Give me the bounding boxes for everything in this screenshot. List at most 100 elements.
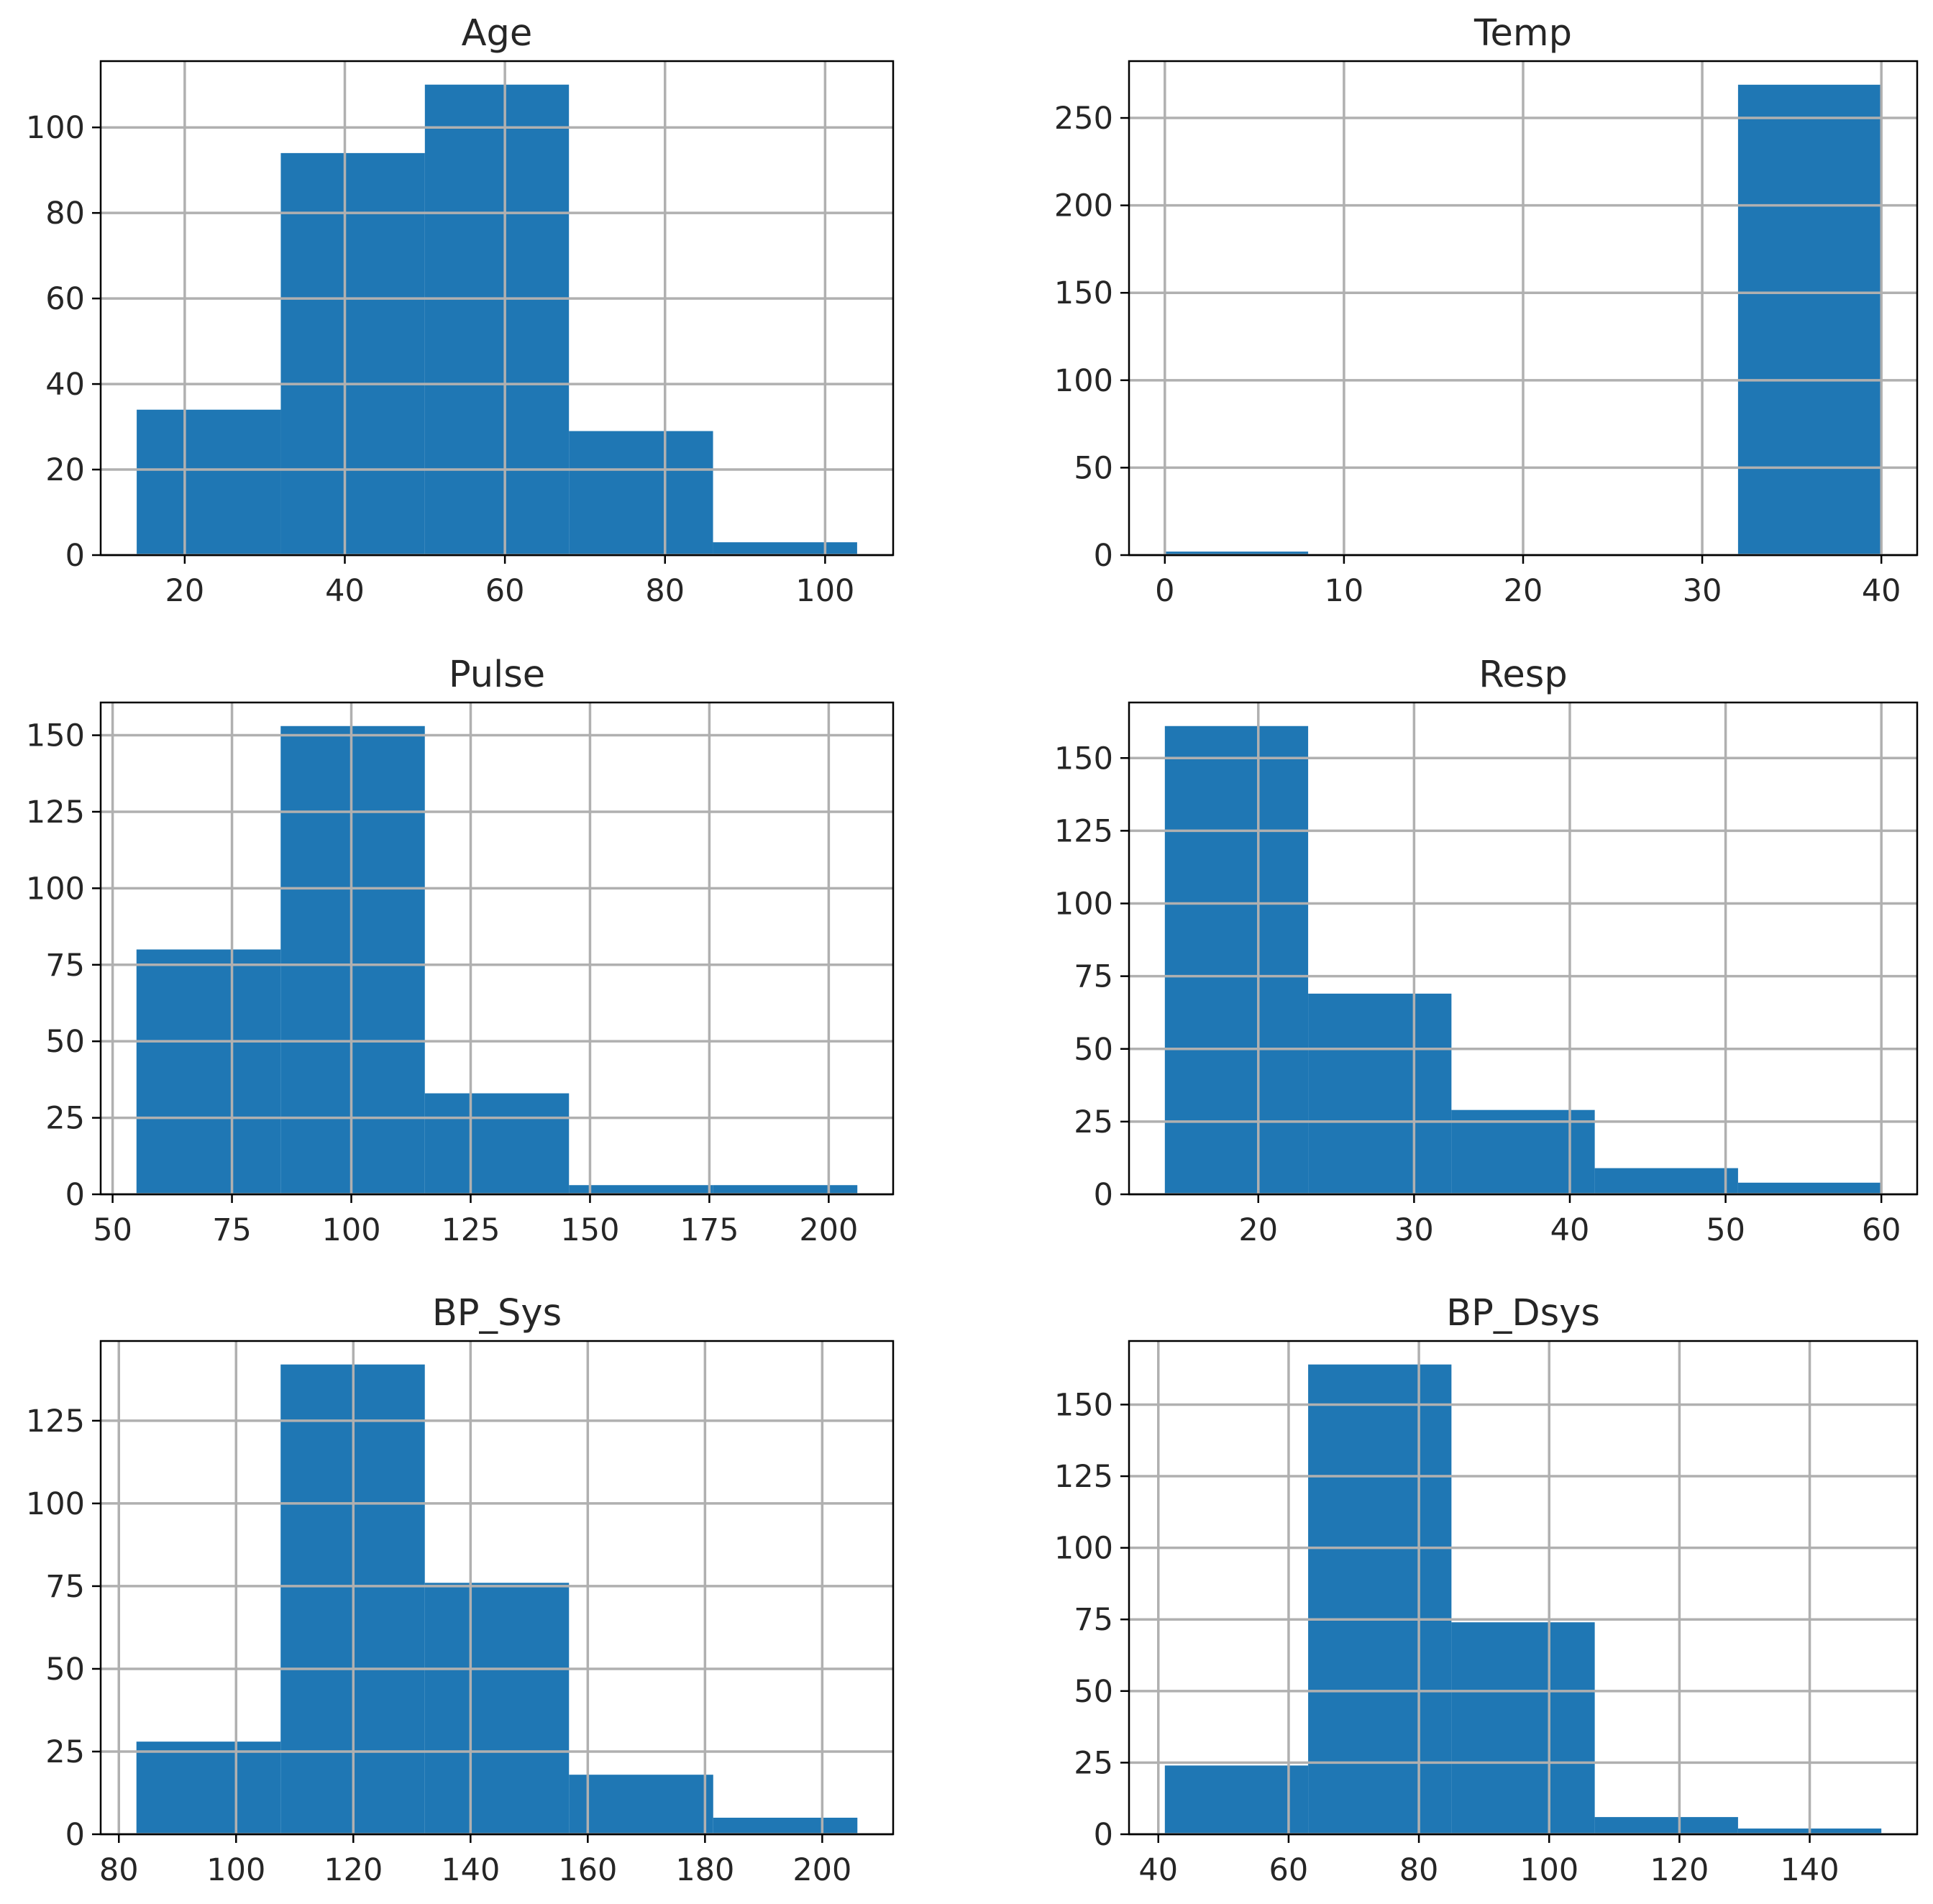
pulse-y-tick-label: 150 xyxy=(26,718,85,754)
resp-x-tick-label: 20 xyxy=(1238,1212,1278,1248)
pulse-x-tick-label: 50 xyxy=(93,1212,132,1248)
bp-sys-x-tick-label: 160 xyxy=(558,1852,617,1888)
subplot-bp-dsys: 40 60 80 100 120 140 0 25 50 75 100 125 150 BP_Dsys xyxy=(1054,1292,1919,1888)
age-x-tick-label: 60 xyxy=(485,573,525,609)
age-x-tick-label: 20 xyxy=(165,573,205,609)
age-bar-2 xyxy=(424,84,570,555)
bp-dsys-axes-frame xyxy=(1128,1340,1919,1836)
age-y-tick-label: 40 xyxy=(45,367,85,403)
temp-x-tick-label: 20 xyxy=(1504,573,1543,609)
age-bar-3 xyxy=(569,431,713,555)
temp-bar-0 xyxy=(1164,551,1309,555)
pulse-axes-frame xyxy=(99,701,895,1196)
age-title: Age xyxy=(462,12,533,55)
temp-y-tick-label: 200 xyxy=(1054,188,1113,224)
bp-dsys-y-tick-label: 0 xyxy=(1094,1817,1113,1853)
bp-sys-y-tick-label: 125 xyxy=(26,1404,85,1440)
pulse-bar-1 xyxy=(280,726,425,1194)
bp-dsys-title: BP_Dsys xyxy=(1446,1292,1600,1335)
resp-bar-3 xyxy=(1594,1168,1738,1194)
age-y-tick-label: 80 xyxy=(45,196,85,232)
bp-sys-x-tick-label: 200 xyxy=(792,1852,851,1888)
temp-y-tick-label: 150 xyxy=(1054,275,1113,311)
bp-sys-bar-3 xyxy=(569,1775,713,1834)
pulse-bar-3 xyxy=(569,1185,713,1194)
bp-dsys-y-tick-label: 100 xyxy=(1054,1531,1113,1567)
bp-dsys-bar-3 xyxy=(1594,1817,1738,1834)
resp-y-tick-label: 125 xyxy=(1054,813,1113,849)
resp-title: Resp xyxy=(1479,654,1567,696)
bp-dsys-bar-0 xyxy=(1164,1765,1309,1834)
pulse-x-tick-label: 175 xyxy=(680,1212,739,1248)
age-bar-1 xyxy=(280,152,425,555)
bp-sys-y-tick-label: 25 xyxy=(45,1734,85,1770)
temp-y-tick-label: 50 xyxy=(1074,450,1113,486)
bp-sys-y-tick-label: 100 xyxy=(26,1486,85,1522)
resp-x-tick-label: 50 xyxy=(1706,1212,1745,1248)
bp-dsys-y-tick-label: 150 xyxy=(1054,1387,1113,1423)
bp-dsys-bar-1 xyxy=(1308,1364,1452,1834)
age-y-tick-label: 100 xyxy=(26,110,85,146)
bp-dsys-bar-2 xyxy=(1451,1622,1595,1834)
resp-y-tick-label: 50 xyxy=(1074,1032,1113,1068)
subplot-bp-sys: 80 100 120 140 160 180 200 0 25 50 75 100 125 BP_Sys xyxy=(26,1292,895,1888)
pulse-x-tick-label: 100 xyxy=(321,1212,380,1248)
resp-x-tick-label: 60 xyxy=(1862,1212,1901,1248)
temp-x-tick-label: 40 xyxy=(1862,573,1901,609)
resp-bar-4 xyxy=(1737,1182,1882,1194)
temp-y-tick-label: 100 xyxy=(1054,363,1113,399)
pulse-title: Pulse xyxy=(449,654,545,696)
resp-y-tick-label: 100 xyxy=(1054,887,1113,923)
pulse-x-tick-label: 200 xyxy=(799,1212,858,1248)
resp-y-tick-label: 25 xyxy=(1074,1104,1113,1140)
bp-dsys-y-tick-label: 50 xyxy=(1074,1674,1113,1710)
pulse-bar-2 xyxy=(424,1093,570,1194)
bp-dsys-x-tick-label: 120 xyxy=(1650,1852,1709,1888)
temp-x-tick-label: 30 xyxy=(1683,573,1722,609)
bp-sys-title: BP_Sys xyxy=(432,1292,562,1335)
resp-bar-0 xyxy=(1164,726,1309,1194)
temp-bar-4 xyxy=(1737,84,1882,556)
pulse-y-tick-label: 25 xyxy=(45,1101,85,1137)
bp-dsys-y-tick-label: 25 xyxy=(1074,1745,1113,1781)
pulse-x-tick-label: 125 xyxy=(441,1212,500,1248)
age-bar-0 xyxy=(137,409,281,555)
age-y-tick-label: 20 xyxy=(45,452,85,488)
subplot-age: 20 40 60 80 100 0 20 40 60 80 100 Age xyxy=(26,12,895,609)
temp-y-tick-label: 250 xyxy=(1054,101,1113,137)
bp-sys-y-tick-label: 50 xyxy=(45,1652,85,1688)
resp-y-tick-label: 75 xyxy=(1074,959,1113,995)
pulse-bar-4 xyxy=(713,1185,858,1194)
bp-sys-y-tick-label: 75 xyxy=(45,1569,85,1605)
age-y-tick-label: 0 xyxy=(65,538,85,574)
bp-dsys-x-tick-label: 60 xyxy=(1269,1852,1309,1888)
bp-sys-y-tick-label: 0 xyxy=(65,1817,85,1853)
age-x-tick-label: 100 xyxy=(795,573,854,609)
pulse-y-tick-label: 75 xyxy=(45,948,85,984)
subplot-temp: 0 10 20 30 40 0 50 100 150 200 250 Temp xyxy=(1054,12,1919,609)
bp-dsys-x-tick-label: 40 xyxy=(1138,1852,1178,1888)
resp-x-tick-label: 40 xyxy=(1550,1212,1590,1248)
bp-sys-x-tick-label: 140 xyxy=(441,1852,500,1888)
subplot-pulse: 50 75 100 125 150 175 200 0 25 50 75 100 125 150 Pulse xyxy=(26,654,895,1248)
bp-dsys-y-tick-label: 75 xyxy=(1074,1602,1113,1638)
pulse-x-tick-label: 75 xyxy=(212,1212,252,1248)
bp-dsys-x-tick-label: 80 xyxy=(1399,1852,1439,1888)
resp-y-tick-label: 0 xyxy=(1094,1177,1113,1213)
age-x-tick-label: 80 xyxy=(645,573,685,609)
age-bar-4 xyxy=(713,542,857,555)
temp-title: Temp xyxy=(1473,12,1572,55)
resp-y-tick-label: 150 xyxy=(1054,741,1113,777)
bp-sys-bar-2 xyxy=(424,1583,570,1834)
pulse-y-tick-label: 125 xyxy=(26,795,85,830)
bp-sys-axes-frame xyxy=(99,1340,895,1836)
resp-bar-1 xyxy=(1308,993,1452,1194)
temp-x-tick-label: 10 xyxy=(1325,573,1364,609)
pulse-x-tick-label: 150 xyxy=(560,1212,619,1248)
pulse-y-tick-label: 100 xyxy=(26,871,85,907)
resp-axes-frame xyxy=(1128,701,1919,1196)
bp-sys-x-tick-label: 180 xyxy=(675,1852,734,1888)
bp-dsys-x-tick-label: 100 xyxy=(1520,1852,1578,1888)
bp-sys-x-tick-label: 100 xyxy=(206,1852,265,1888)
